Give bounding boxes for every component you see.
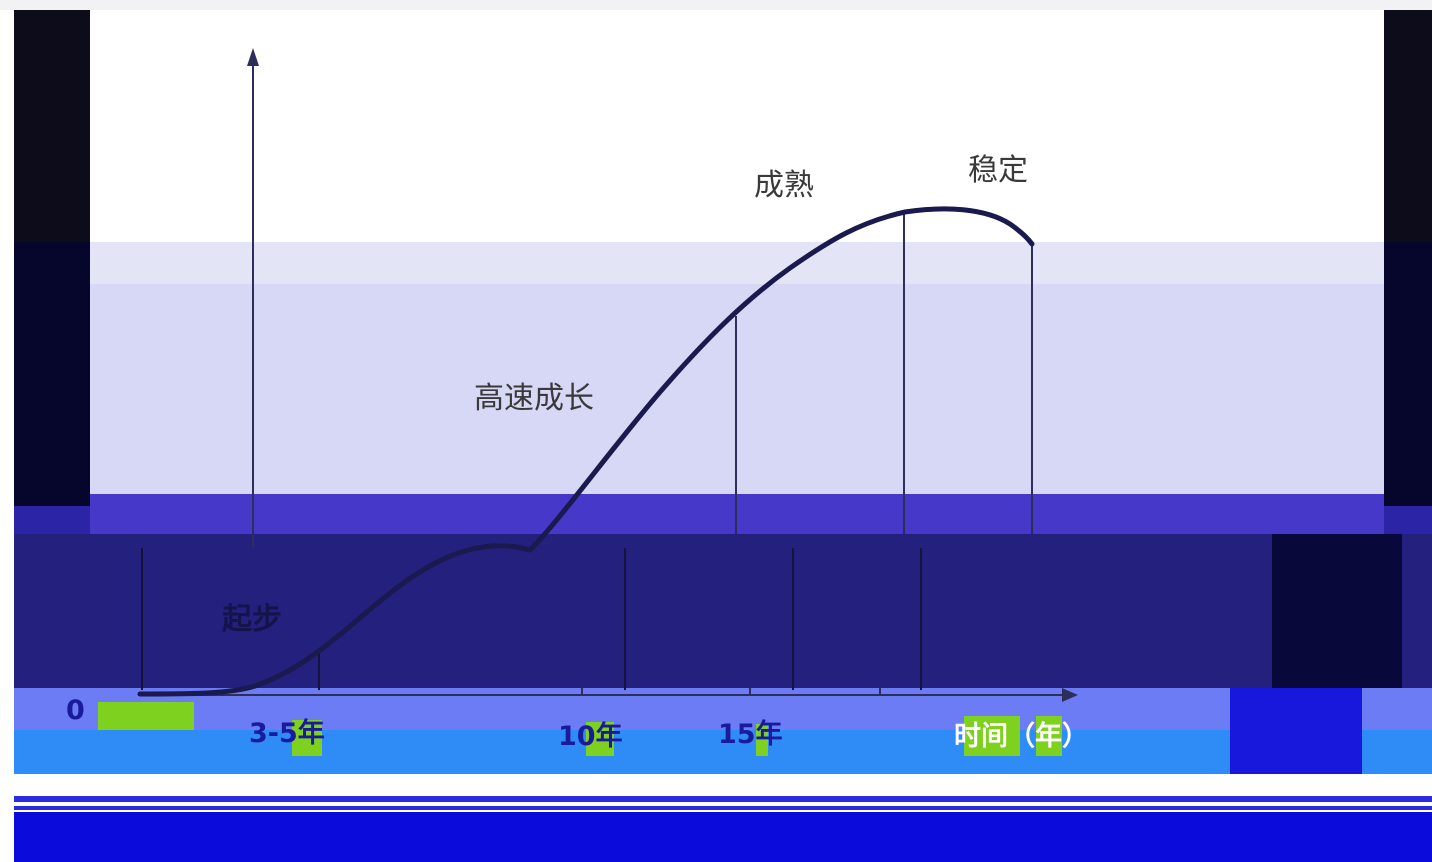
background-band (1272, 534, 1402, 688)
background-band (14, 812, 1432, 862)
background-band (1230, 688, 1362, 774)
label-highlight (586, 722, 614, 756)
stage-label-mature: 成熟 (754, 168, 814, 203)
background-band (14, 534, 1432, 688)
label-highlight (292, 720, 322, 756)
background-band (14, 10, 90, 242)
x-tick-label: 3-5年 (249, 717, 325, 749)
background-band (14, 806, 1432, 810)
x-axis-arrow-icon (1062, 688, 1078, 702)
background-band (14, 774, 1432, 812)
background-band (90, 10, 1384, 242)
background-band (14, 730, 1432, 774)
label-highlight (1036, 716, 1062, 756)
label-highlight (98, 702, 194, 730)
stage-label-rapid-growth: 高速成长 (474, 381, 594, 416)
origin-label: 0 (66, 695, 85, 726)
background-band (1384, 10, 1432, 242)
y-axis-arrow-icon (247, 48, 259, 66)
background-band (14, 796, 1432, 802)
label-highlight (756, 724, 768, 756)
growth-curve (137, 206, 1035, 697)
label-highlight (964, 716, 1020, 756)
x-tick-label: 15年 (718, 718, 783, 750)
background-band (90, 242, 1384, 284)
background-band (14, 242, 90, 506)
background-band (0, 0, 1432, 10)
background-band (1384, 242, 1432, 506)
background-band (1384, 506, 1432, 534)
x-axis-label: 时间（年） (954, 720, 1089, 752)
x-tick-label: 10年 (558, 720, 623, 752)
stage-label-start: 起步 (222, 602, 282, 637)
stage-label-stable: 稳定 (968, 153, 1028, 188)
